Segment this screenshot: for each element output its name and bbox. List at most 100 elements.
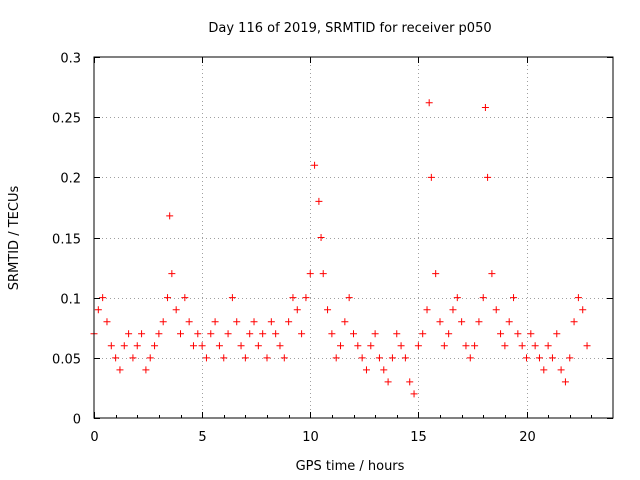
- data-point: [220, 354, 228, 362]
- data-point: [518, 342, 526, 350]
- chart-title: Day 116 of 2019, SRMTID for receiver p05…: [208, 21, 491, 36]
- data-point: [185, 318, 193, 326]
- data-point: [166, 212, 174, 220]
- data-point: [207, 330, 215, 338]
- data-point: [579, 306, 587, 314]
- data-point: [362, 366, 370, 374]
- data-point: [319, 270, 327, 278]
- axis-ticks: 0 5 10 15 20 0 0.05 0.1 0.15 0.2 0.25 0.3: [52, 52, 613, 445]
- data-point: [471, 342, 479, 350]
- data-point: [233, 318, 241, 326]
- data-point: [505, 318, 513, 326]
- data-point: [317, 234, 325, 241]
- data-point: [462, 342, 470, 350]
- data-point: [544, 342, 552, 350]
- data-point: [311, 161, 319, 169]
- data-point: [151, 342, 159, 350]
- data-point: [427, 173, 435, 181]
- data-point: [194, 330, 202, 338]
- data-point: [328, 330, 336, 338]
- data-point: [94, 306, 102, 314]
- data-point: [306, 270, 314, 278]
- data-point: [129, 354, 137, 362]
- data-point: [254, 342, 262, 350]
- data-point: [241, 354, 249, 362]
- data-point: [501, 342, 509, 350]
- data-point: [583, 342, 591, 350]
- data-point: [531, 342, 539, 350]
- data-point: [293, 306, 301, 314]
- data-point: [168, 270, 176, 278]
- data-point: [479, 294, 487, 302]
- data-point: [371, 330, 379, 338]
- data-point: [466, 354, 474, 362]
- data-point: [224, 330, 232, 338]
- x-tick-label: 10: [302, 430, 319, 445]
- x-tick-label: 0: [90, 430, 98, 445]
- data-point: [410, 390, 418, 398]
- data-point: [181, 294, 189, 302]
- data-point: [272, 330, 280, 338]
- data-point: [267, 318, 275, 326]
- data-point: [510, 294, 518, 302]
- data-point: [436, 318, 444, 326]
- data-point: [414, 342, 422, 350]
- data-point: [285, 318, 293, 326]
- data-point: [289, 294, 297, 302]
- data-point: [367, 342, 375, 350]
- data-point: [177, 330, 184, 338]
- data-point: [112, 354, 120, 362]
- data-point: [298, 330, 306, 338]
- data-point: [397, 342, 405, 350]
- data-point: [237, 342, 245, 350]
- data-point: [492, 306, 500, 314]
- data-point: [481, 104, 489, 112]
- x-tick-label: 5: [198, 430, 206, 445]
- data-point: [280, 354, 288, 362]
- data-point: [138, 330, 146, 338]
- data-point: [523, 354, 530, 362]
- data-markers: [90, 99, 591, 398]
- data-point: [99, 294, 107, 302]
- data-point: [497, 330, 505, 338]
- data-point: [535, 354, 543, 362]
- data-point: [246, 330, 254, 338]
- data-point: [388, 354, 396, 362]
- data-point: [566, 354, 574, 362]
- data-point: [107, 342, 115, 350]
- data-point: [116, 366, 124, 374]
- data-point: [263, 354, 271, 362]
- data-point: [406, 378, 414, 386]
- data-point: [484, 173, 492, 181]
- data-point: [561, 378, 569, 386]
- data-point: [458, 318, 466, 326]
- data-point: [146, 354, 154, 362]
- data-point: [354, 342, 362, 350]
- data-point: [358, 354, 366, 362]
- data-point: [215, 342, 223, 350]
- data-point: [453, 294, 461, 302]
- y-tick-label: 0.3: [60, 52, 81, 67]
- data-point: [393, 330, 401, 338]
- data-point: [159, 318, 167, 326]
- y-tick-label: 0.15: [52, 233, 81, 248]
- y-tick-label: 0: [73, 413, 81, 428]
- data-point: [449, 306, 457, 314]
- data-point: [423, 306, 431, 314]
- data-point: [337, 342, 345, 350]
- data-point: [332, 354, 340, 362]
- y-tick-label: 0.2: [60, 172, 81, 187]
- data-point: [250, 318, 258, 326]
- data-point: [211, 318, 219, 326]
- data-point: [120, 342, 128, 350]
- data-point: [350, 330, 357, 338]
- data-point: [276, 342, 284, 350]
- data-point: [514, 330, 522, 338]
- grid: [94, 57, 613, 418]
- data-point: [475, 318, 483, 326]
- data-point: [384, 378, 392, 386]
- data-point: [189, 342, 197, 350]
- data-point: [125, 330, 133, 338]
- data-point: [540, 366, 548, 374]
